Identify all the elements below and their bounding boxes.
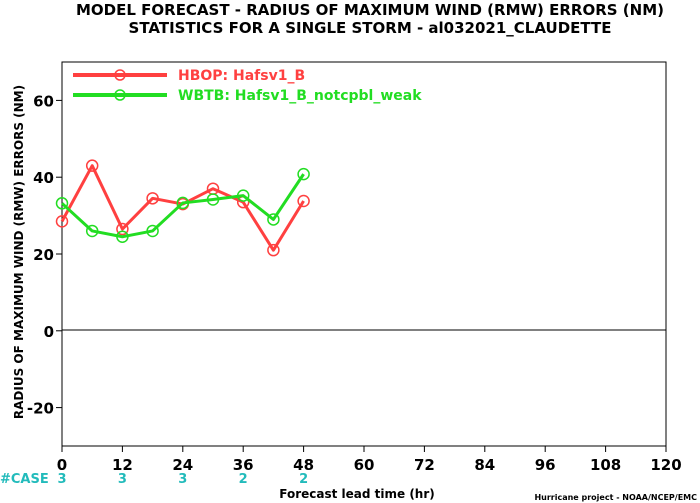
x-tick-label: 84 [474,456,495,474]
legend-marker-hbop [114,69,126,81]
y-tick-label: -20 [27,400,54,418]
x-tick-label: 108 [590,456,621,474]
case-label: #CASE [0,472,49,487]
data-point [267,243,280,257]
data-point [116,222,129,236]
data-point [206,193,220,206]
data-point [236,189,250,202]
series-1 [55,167,310,243]
x-tick-label: 24 [172,456,193,474]
legend-label-hbop: HBOP: Hafsv1_B [178,68,305,84]
y-tick-label: 60 [33,92,54,110]
y-tick-label: 40 [33,169,54,187]
case-count: 3 [118,472,127,487]
chart-subtitle: STATISTICS FOR A SINGLE STORM - al032021… [129,19,612,37]
y-tick-label: 20 [33,246,54,264]
x-axis-ticks: 0 12 24 36 48 60 72 84 96 108 120 [57,446,682,474]
x-tick-label: 72 [414,456,435,474]
x-tick-label: 36 [233,456,254,474]
data-point [85,224,99,238]
data-point [146,224,159,238]
legend: HBOP: Hafsv1_B WBTB: Hafsv1_B_notcpbl_we… [73,68,422,104]
x-tick-label: 48 [293,456,314,474]
y-tick-label: 0 [44,323,54,341]
chart-title: MODEL FORECAST - RADIUS OF MAXIMUM WIND … [76,1,664,19]
legend-marker-wbtb [114,89,126,101]
data-point [146,192,159,205]
legend-label-wbtb: WBTB: Hafsv1_B_notcpbl_weak [178,88,422,104]
x-axis-label: Forecast lead time (hr) [279,487,435,501]
case-count: 3 [178,472,187,487]
data-point [297,167,310,181]
case-count: 2 [239,472,248,487]
x-tick-label: 120 [650,456,681,474]
case-count: 2 [299,472,308,487]
credit-text: Hurricane project - NOAA/NCEP/EMC [534,493,697,502]
data-point [297,194,310,208]
data-point [116,230,129,243]
data-point [176,196,190,210]
x-tick-label: 0 [57,456,67,474]
series-layer [55,159,310,257]
plot-frame [61,61,667,447]
x-tick-label: 60 [354,456,375,474]
series-line [60,173,305,239]
x-tick-label: 96 [535,456,556,474]
x-tick-label: 12 [112,456,133,474]
data-point [55,197,69,210]
case-count: 3 [57,472,66,487]
y-axis-ticks: -20 0 20 40 60 [27,92,62,418]
case-counts: 3 3 3 2 2 [57,472,308,487]
data-point [267,213,280,226]
data-point [85,159,99,172]
data-point [55,215,69,228]
y-axis-label: RADIUS OF MAXIMUM WIND (RMW) ERRORS (NM) [12,85,26,419]
